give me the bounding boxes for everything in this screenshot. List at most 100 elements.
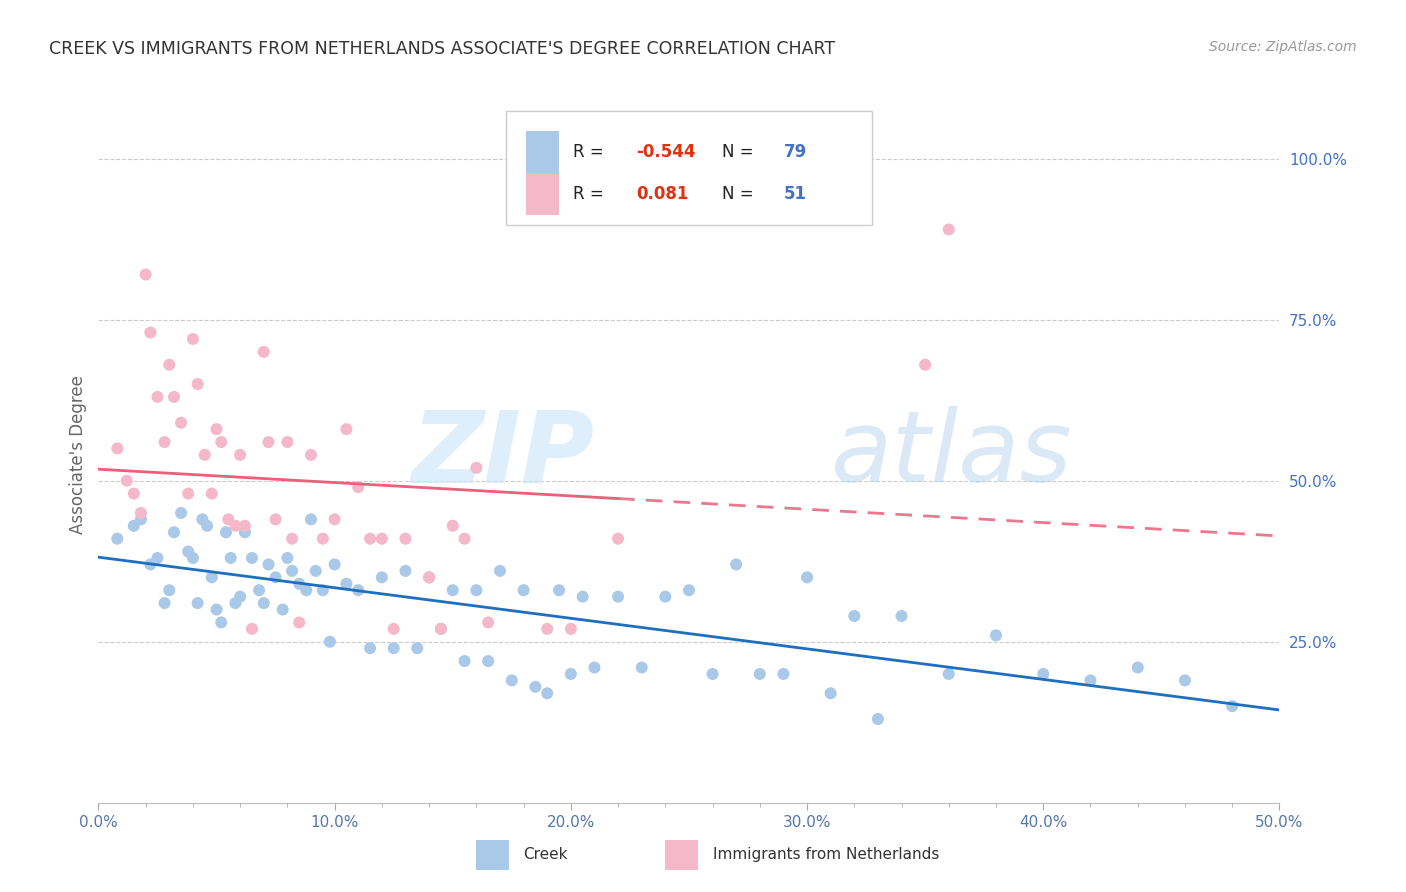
Point <box>748 667 770 681</box>
Point <box>240 622 263 636</box>
Point <box>607 532 630 546</box>
Point <box>205 602 228 616</box>
Point <box>560 622 582 636</box>
Point <box>702 667 724 681</box>
Point <box>394 532 416 546</box>
Point <box>271 602 294 616</box>
Text: ZIP: ZIP <box>412 407 595 503</box>
Text: -0.544: -0.544 <box>636 144 696 161</box>
Point <box>678 583 700 598</box>
Point <box>224 596 246 610</box>
Point <box>146 390 169 404</box>
Point <box>477 615 499 630</box>
Point <box>371 532 394 546</box>
Point <box>465 460 488 475</box>
Point <box>209 615 232 630</box>
Point <box>157 358 180 372</box>
Point <box>319 634 342 648</box>
Point <box>844 609 866 624</box>
Point <box>607 590 630 604</box>
Point <box>181 551 204 566</box>
Text: CREEK VS IMMIGRANTS FROM NETHERLANDS ASSOCIATE'S DEGREE CORRELATION CHART: CREEK VS IMMIGRANTS FROM NETHERLANDS ASS… <box>49 40 835 58</box>
Point <box>217 512 239 526</box>
Text: N =: N = <box>723 185 759 203</box>
Point <box>163 525 186 540</box>
Point <box>441 518 464 533</box>
Point <box>512 583 534 598</box>
Point <box>257 435 280 450</box>
Point <box>477 654 499 668</box>
Point <box>418 570 440 584</box>
Y-axis label: Associate's Degree: Associate's Degree <box>69 376 87 534</box>
FancyBboxPatch shape <box>526 131 560 173</box>
Point <box>229 590 252 604</box>
Point <box>170 506 193 520</box>
Point <box>630 660 652 674</box>
Point <box>335 422 357 436</box>
Point <box>281 532 304 546</box>
Point <box>276 551 298 566</box>
Text: Immigrants from Netherlands: Immigrants from Netherlands <box>713 847 939 863</box>
Point <box>938 222 960 236</box>
Point <box>371 570 394 584</box>
Point <box>163 390 186 404</box>
Point <box>288 615 311 630</box>
Point <box>524 680 547 694</box>
Point <box>654 590 676 604</box>
Text: atlas: atlas <box>831 407 1073 503</box>
Point <box>157 583 180 598</box>
Point <box>465 583 488 598</box>
Point <box>312 583 335 598</box>
Point <box>194 448 217 462</box>
Point <box>914 358 936 372</box>
Point <box>257 558 280 572</box>
Point <box>224 518 246 533</box>
Point <box>323 558 346 572</box>
Point <box>299 512 322 526</box>
Point <box>229 448 252 462</box>
Point <box>406 641 429 656</box>
Point <box>205 422 228 436</box>
Point <box>288 576 311 591</box>
Point <box>359 532 381 546</box>
Point <box>305 564 328 578</box>
Point <box>489 564 512 578</box>
Point <box>135 268 157 282</box>
Point <box>430 622 453 636</box>
Point <box>430 622 453 636</box>
FancyBboxPatch shape <box>526 173 560 215</box>
Point <box>501 673 523 688</box>
Point <box>177 486 200 500</box>
Point <box>201 570 224 584</box>
Point <box>725 558 748 572</box>
Point <box>984 628 1007 642</box>
Point <box>209 435 232 450</box>
Point <box>191 512 214 526</box>
Point <box>201 486 224 500</box>
Point <box>219 551 242 566</box>
Point <box>115 474 138 488</box>
Point <box>938 667 960 681</box>
Point <box>335 576 357 591</box>
FancyBboxPatch shape <box>477 839 509 871</box>
Point <box>281 564 304 578</box>
Point <box>796 570 818 584</box>
Point <box>181 332 204 346</box>
Point <box>1032 667 1054 681</box>
Text: R =: R = <box>574 185 614 203</box>
Point <box>177 544 200 558</box>
Text: Source: ZipAtlas.com: Source: ZipAtlas.com <box>1209 40 1357 54</box>
Point <box>536 622 558 636</box>
Point <box>347 480 370 494</box>
FancyBboxPatch shape <box>665 839 699 871</box>
Point <box>129 512 152 526</box>
Point <box>394 564 416 578</box>
Point <box>139 326 162 340</box>
Point <box>418 570 440 584</box>
Text: 0.081: 0.081 <box>636 185 688 203</box>
Point <box>382 641 405 656</box>
Point <box>139 558 162 572</box>
FancyBboxPatch shape <box>506 111 872 226</box>
Point <box>195 518 218 533</box>
Point <box>347 583 370 598</box>
